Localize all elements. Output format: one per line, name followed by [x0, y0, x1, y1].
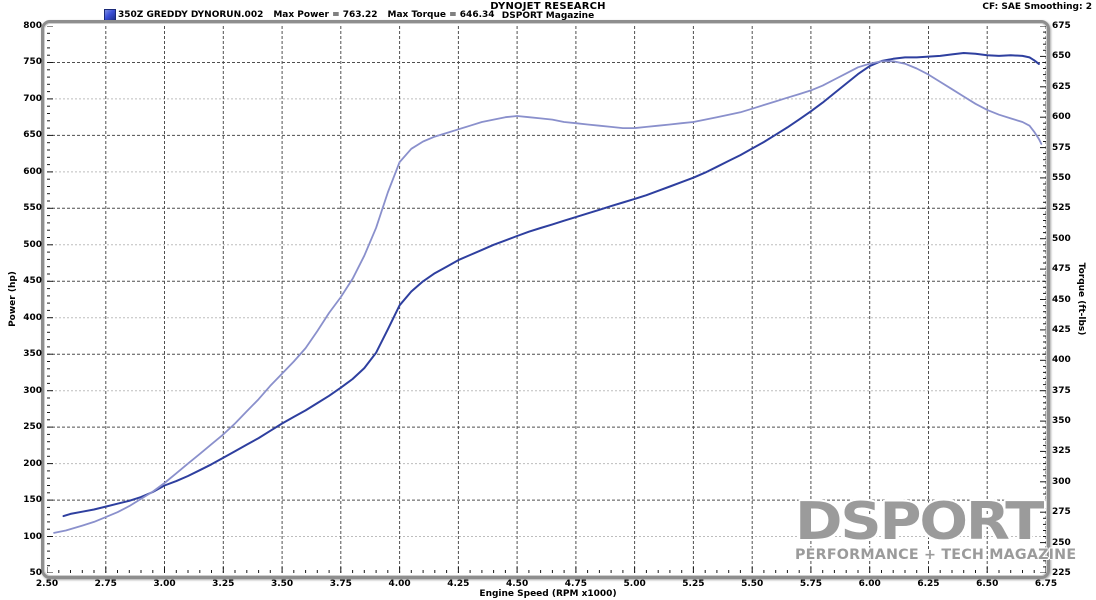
axis-tick-label: 800: [23, 21, 42, 31]
axis-tick-label: 400: [23, 312, 42, 323]
legend-run-label: 350Z GREDDY DYNORUN.002: [118, 10, 264, 20]
axis-tick-label: 150: [23, 495, 42, 506]
axis-tick-label: 4.00: [388, 579, 411, 589]
axis-tick-label: 700: [23, 93, 42, 104]
plot-area: [47, 26, 1046, 573]
torque-axis-title: Torque (ft-lbs): [1076, 262, 1086, 336]
axis-tick-label: 4.75: [564, 579, 587, 589]
axis-tick-label: 100: [23, 531, 42, 542]
axis-tick-label: 225: [1052, 568, 1071, 578]
axis-tick-label: 300: [1052, 476, 1071, 487]
axis-tick-label: 500: [1052, 233, 1071, 244]
axis-tick-label: 675: [1052, 21, 1071, 31]
axis-tick-label: 5.50: [741, 579, 764, 589]
axis-tick-label: 3.50: [270, 579, 294, 589]
axis-tick-label: 450: [1052, 294, 1071, 305]
chart-header: DYNOJET RESEARCH DSPORT Magazine: [0, 1, 1096, 22]
axis-tick-label: 250: [1052, 537, 1071, 548]
axis-tick-label: 300: [23, 385, 42, 396]
axis-tick-label: 3.75: [329, 579, 352, 589]
axis-tick-label: 4.50: [506, 579, 529, 589]
axis-tick-label: 6.75: [1034, 579, 1058, 589]
axis-tick-label: 600: [23, 166, 42, 177]
legend-max-torque: Max Torque = 646.34: [387, 10, 495, 20]
axis-tick-label: 525: [1052, 203, 1071, 214]
axis-tick-label: 375: [1052, 385, 1071, 396]
legend-max-power: Max Power = 763.22: [273, 10, 378, 20]
axis-tick-label: 600: [1052, 112, 1071, 123]
axis-tick-label: 475: [1052, 264, 1071, 275]
rpm-axis-title: Engine Speed (RPM x1000): [479, 589, 617, 599]
axis-tick-label: 750: [23, 57, 42, 68]
axis-tick-label: 275: [1052, 507, 1071, 518]
axis-tick-label: 3.25: [212, 579, 235, 589]
axis-tick-label: 550: [1052, 172, 1071, 183]
axis-tick-label: 6.25: [917, 579, 940, 589]
axis-tick-label: 350: [1052, 416, 1071, 427]
axis-tick-label: 450: [23, 276, 42, 287]
axis-tick-label: 500: [23, 239, 42, 250]
torque-curve: [53, 60, 1043, 534]
axis-tick-label: 650: [1052, 51, 1071, 62]
axis-tick-label: 5.00: [623, 579, 646, 589]
axis-tick-label: 550: [23, 203, 42, 214]
axis-tick-label: 425: [1052, 324, 1071, 335]
axis-tick-label: 575: [1052, 142, 1071, 153]
power-curve: [62, 52, 1040, 518]
axis-tick-label: 3.00: [153, 579, 176, 589]
plot-frame: [41, 20, 1050, 579]
axis-tick-label: 6.50: [976, 579, 999, 589]
axis-tick-label: 4.25: [447, 579, 470, 589]
power-axis-title: Power (hp): [8, 271, 18, 327]
chart-subtitle: DSPORT Magazine: [501, 11, 595, 21]
axis-tick-label: 6.00: [858, 579, 881, 589]
axis-tick-label: 350: [23, 349, 42, 360]
axis-tick-label: 5.25: [682, 579, 705, 589]
axis-tick-label: 200: [23, 458, 42, 469]
axis-tick-label: 2.50: [35, 579, 59, 589]
axis-tick-label: 650: [23, 130, 42, 141]
correction-smoothing-label: CF: SAE Smoothing: 2: [982, 2, 1092, 12]
axis-tick-label: 400: [1052, 355, 1071, 366]
axis-tick-label: 625: [1052, 81, 1071, 92]
axis-tick-label: 250: [23, 422, 42, 433]
axis-tick-label: 325: [1052, 446, 1071, 457]
axis-tick-label: 50: [29, 568, 42, 578]
axis-tick-label: 2.75: [94, 579, 117, 589]
chart-title: DYNOJET RESEARCH: [490, 1, 606, 12]
axis-tick-label: 5.75: [799, 579, 823, 589]
